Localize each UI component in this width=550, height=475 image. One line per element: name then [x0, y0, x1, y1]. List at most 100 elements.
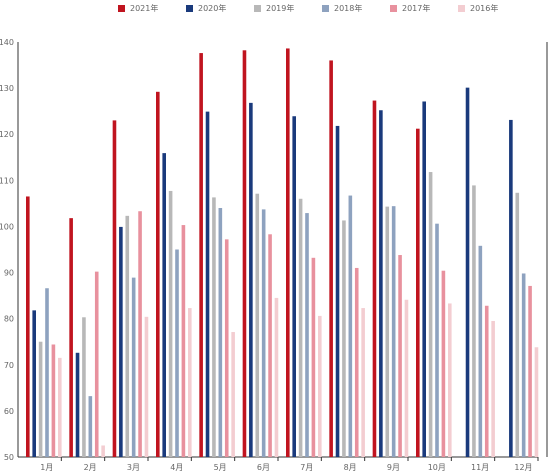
- bar-1月-2020年: [32, 310, 36, 457]
- bar-5月-2016年: [231, 332, 235, 457]
- bar-10月-2018年: [435, 223, 439, 457]
- bar-2月-2016年: [101, 445, 105, 457]
- bar-12月-2017年: [528, 285, 532, 457]
- legend-label[interactable]: 2021年: [130, 3, 158, 13]
- x-tick-label: 10月: [428, 463, 446, 472]
- legend-label[interactable]: 2016年: [470, 3, 498, 13]
- bar-8月-2017年: [354, 267, 359, 457]
- bar-2月-2021年: [69, 218, 73, 457]
- y-tick-label: 120: [0, 130, 14, 139]
- legend-swatch-2020年[interactable]: [186, 5, 193, 12]
- bar-7月-2019年: [298, 198, 303, 457]
- x-tick-label: 11月: [471, 463, 489, 472]
- bar-5月-2021年: [199, 53, 203, 458]
- bar-5月-2017年: [224, 239, 229, 457]
- bar-6月-2020年: [249, 102, 253, 457]
- y-tick-label: 80: [4, 315, 14, 324]
- legend-label[interactable]: 2020年: [198, 3, 226, 13]
- bar-5月-2018年: [218, 208, 223, 457]
- bar-8月-2016年: [361, 308, 365, 457]
- x-tick-label: 12月: [514, 463, 532, 472]
- bar-5月-2020年: [205, 111, 210, 457]
- bar-10月-2016年: [448, 303, 452, 457]
- bar-1月-2019年: [38, 341, 43, 457]
- bar-1月-2018年: [45, 288, 49, 457]
- y-tick-label: 100: [0, 222, 14, 231]
- bar-10月-2017年: [441, 270, 446, 457]
- bar-2月-2019年: [82, 317, 86, 457]
- legend-swatch-2019年[interactable]: [254, 5, 261, 12]
- bar-2月-2018年: [88, 396, 93, 457]
- x-tick-label: 2月: [84, 463, 97, 472]
- bar-12月-2016年: [534, 347, 539, 457]
- bar-6月-2021年: [242, 50, 247, 458]
- bar-9月-2017年: [398, 255, 402, 457]
- legend-swatch-2016年[interactable]: [458, 5, 465, 12]
- bar-12月-2020年: [509, 119, 513, 457]
- bar-3月-2018年: [131, 277, 136, 457]
- bar-11月-2018年: [478, 245, 483, 457]
- legend-label[interactable]: 2018年: [334, 3, 362, 13]
- legend-swatch-2017年[interactable]: [390, 5, 397, 12]
- bar-6月-2019年: [255, 193, 260, 457]
- bar-1月-2016年: [58, 357, 62, 457]
- x-tick-label: 1月: [40, 463, 53, 472]
- legend-swatch-2021年[interactable]: [118, 5, 125, 12]
- legend-swatch-2018年[interactable]: [322, 5, 329, 12]
- legend-label[interactable]: 2017年: [402, 3, 430, 13]
- bar-1月-2017年: [51, 344, 56, 457]
- y-tick-label: 130: [0, 84, 14, 93]
- bar-3月-2017年: [138, 211, 142, 457]
- bar-8月-2021年: [329, 60, 333, 457]
- bar-1月-2021年: [26, 196, 30, 457]
- bar-11月-2017年: [484, 305, 489, 457]
- bar-4月-2018年: [175, 249, 179, 457]
- bar-3月-2020年: [119, 226, 123, 457]
- bar-3月-2016年: [144, 316, 149, 457]
- bar-4月-2016年: [188, 308, 192, 457]
- bar-3月-2019年: [125, 215, 130, 457]
- bar-11月-2019年: [472, 185, 476, 457]
- bar-9月-2021年: [372, 100, 377, 458]
- x-tick-label: 8月: [344, 463, 357, 472]
- bar-7月-2021年: [286, 48, 290, 457]
- bar-9月-2020年: [379, 110, 383, 457]
- bar-4月-2017年: [181, 225, 186, 457]
- bar-7月-2018年: [305, 213, 309, 457]
- y-tick-label: 50: [4, 453, 14, 462]
- bar-6月-2016年: [274, 297, 279, 457]
- bar-4月-2020年: [162, 153, 166, 457]
- bar-12月-2018年: [521, 273, 526, 457]
- bar-8月-2020年: [335, 125, 340, 457]
- bar-7月-2016年: [318, 315, 322, 457]
- x-tick-label: 6月: [257, 463, 270, 472]
- x-tick-label: 9月: [387, 463, 400, 472]
- bars-group: [26, 48, 539, 458]
- y-tick-label: 70: [4, 361, 14, 370]
- y-tick-label: 140: [0, 38, 14, 47]
- bar-9月-2019年: [385, 206, 390, 457]
- bar-10月-2019年: [428, 172, 433, 458]
- y-tick-label: 60: [4, 407, 14, 416]
- bar-6月-2018年: [261, 209, 266, 457]
- bar-12月-2019年: [515, 192, 520, 458]
- bar-2月-2020年: [75, 352, 80, 457]
- chart-legend: 2021年 2020年 2019年 2018年 2017年 2016年: [118, 3, 498, 13]
- bar-10月-2020年: [422, 101, 426, 457]
- y-tick-label: 90: [4, 269, 14, 278]
- bar-9月-2016年: [404, 299, 409, 457]
- bar-5月-2019年: [212, 197, 216, 457]
- y-tick-label: 110: [0, 176, 14, 185]
- x-tick-label: 3月: [127, 463, 140, 472]
- bar-7月-2020年: [292, 116, 296, 457]
- bar-11月-2016年: [491, 320, 495, 457]
- x-tick-label: 5月: [214, 463, 227, 472]
- bar-9月-2018年: [391, 206, 396, 457]
- x-tick-label: 7月: [300, 463, 313, 472]
- bar-3月-2021年: [112, 120, 117, 457]
- bar-2月-2017年: [94, 271, 99, 457]
- bar-11月-2020年: [465, 87, 470, 458]
- legend-label[interactable]: 2019年: [266, 3, 294, 13]
- bar-8月-2018年: [348, 195, 353, 458]
